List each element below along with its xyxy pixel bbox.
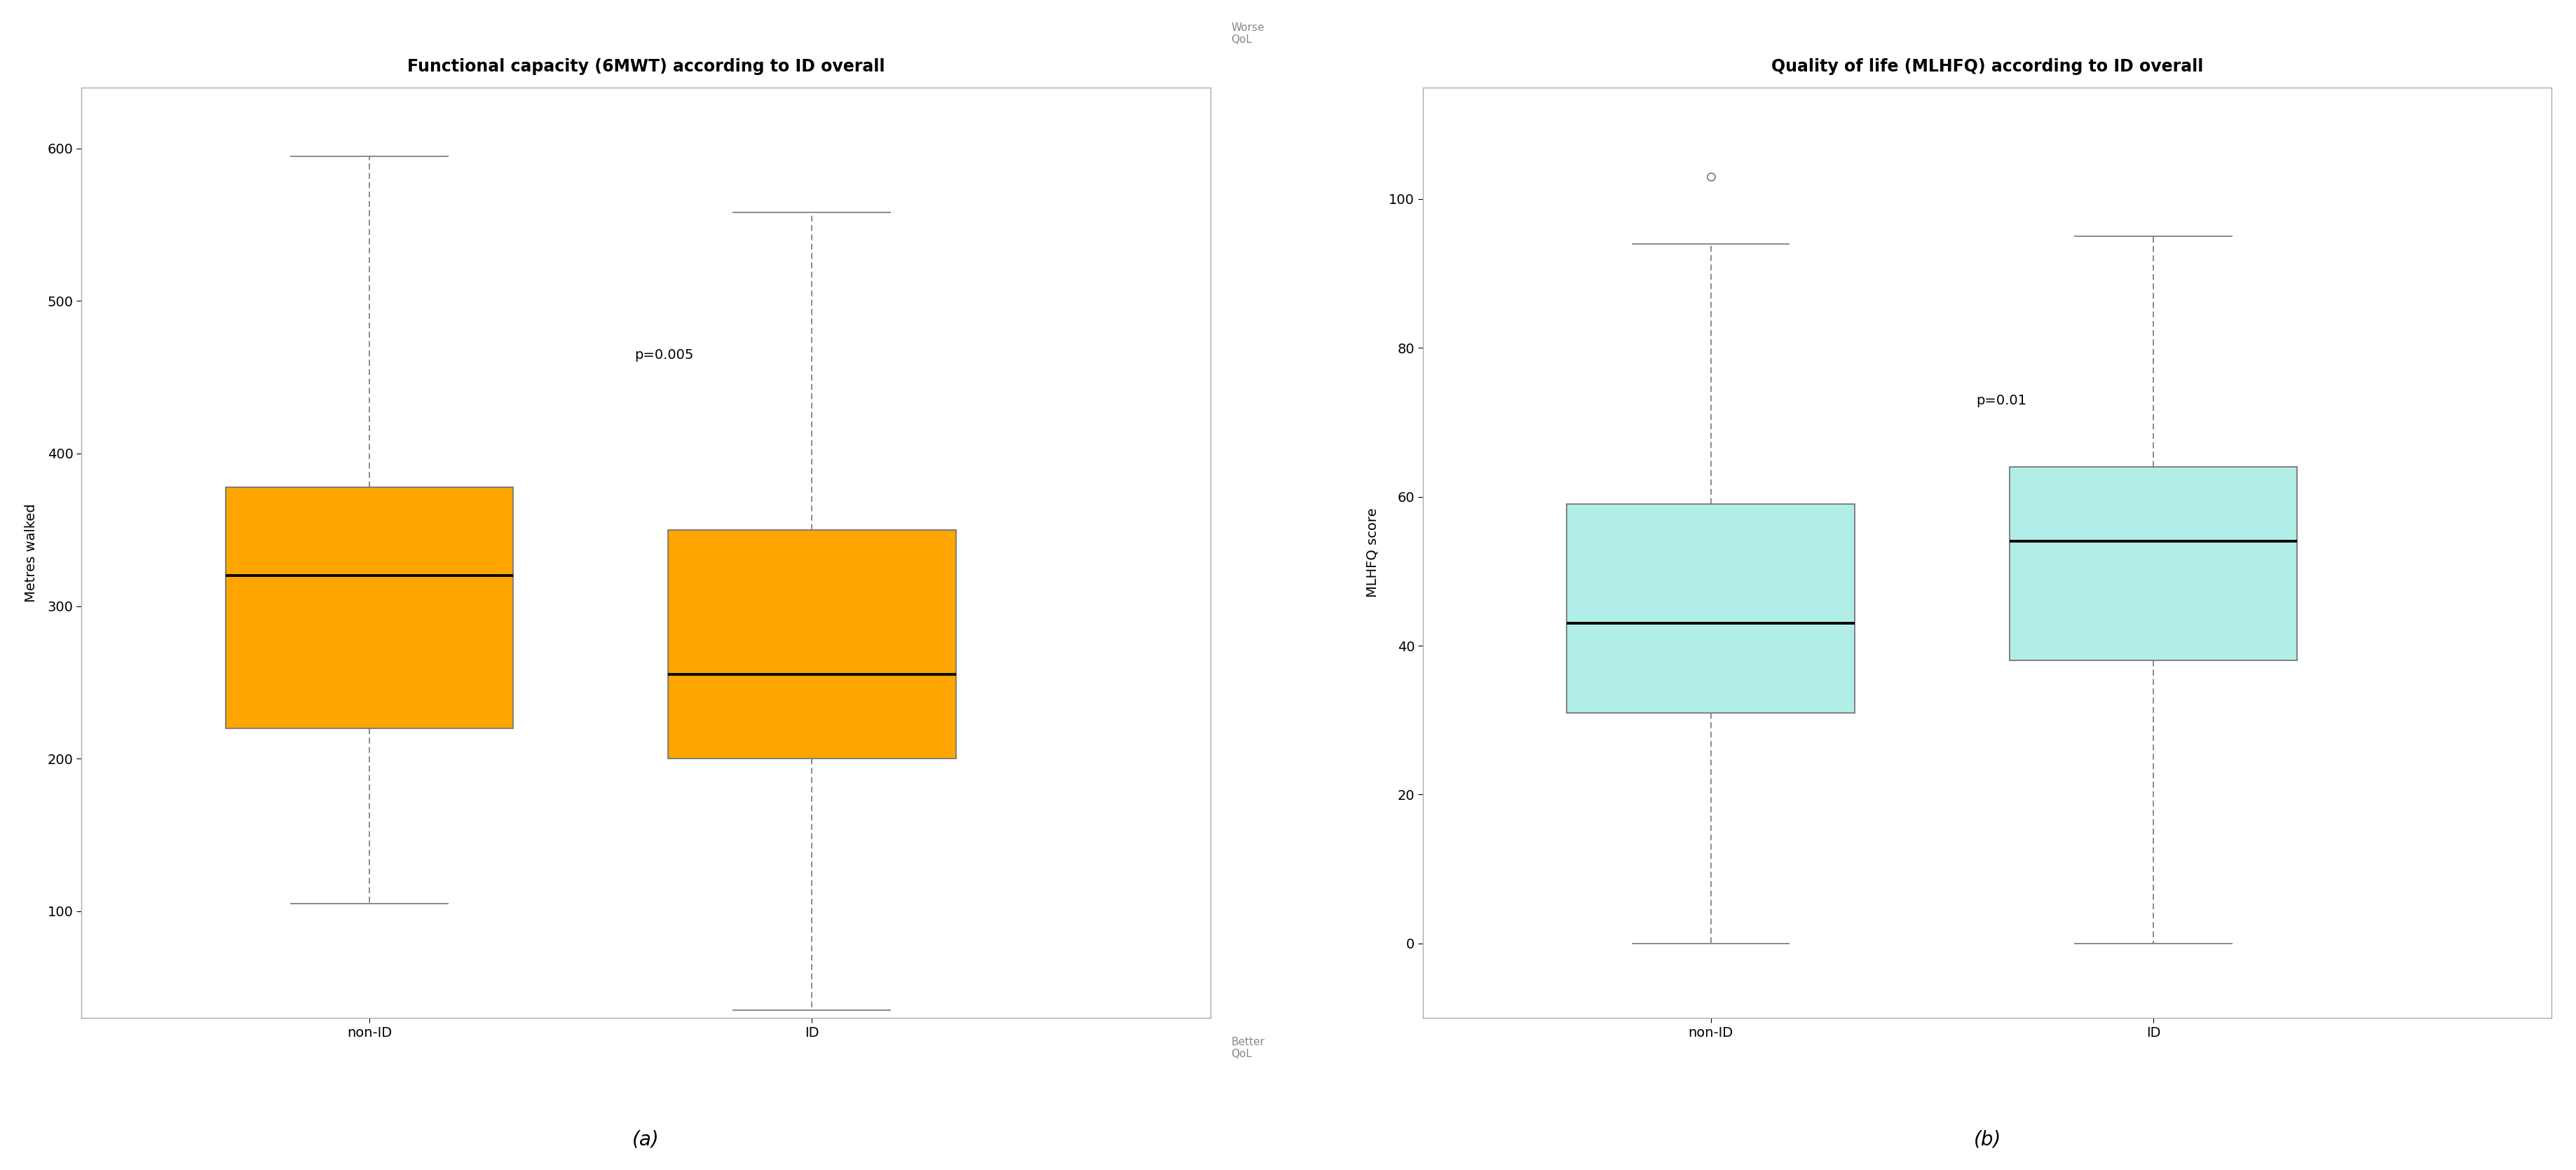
Text: p=0.01: p=0.01 xyxy=(1976,394,2027,407)
Text: p=0.005: p=0.005 xyxy=(634,349,693,362)
Bar xyxy=(1566,504,1855,713)
Y-axis label: Metres walked: Metres walked xyxy=(23,503,39,603)
Bar xyxy=(2009,467,2298,661)
Title: Functional capacity (6MWT) according to ID overall: Functional capacity (6MWT) according to … xyxy=(407,58,884,75)
Text: (a): (a) xyxy=(631,1129,659,1149)
Bar xyxy=(667,530,956,758)
Bar xyxy=(227,487,513,728)
Text: Worse
QoL: Worse QoL xyxy=(1231,22,1265,44)
Text: (b): (b) xyxy=(1973,1129,2002,1149)
Y-axis label: MLHFQ score: MLHFQ score xyxy=(1365,508,1378,598)
Title: Quality of life (MLHFQ) according to ID overall: Quality of life (MLHFQ) according to ID … xyxy=(1772,58,2202,75)
Text: Better
QoL: Better QoL xyxy=(1231,1037,1265,1059)
